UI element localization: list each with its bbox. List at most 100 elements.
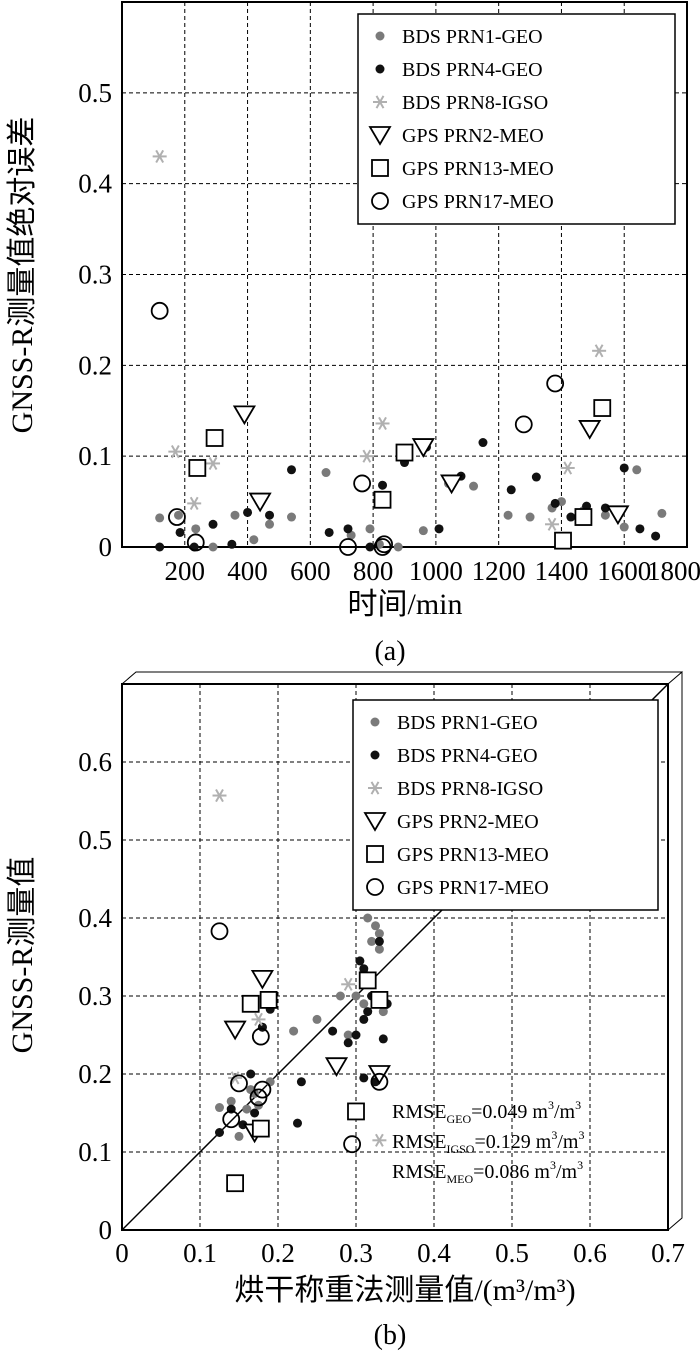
data-point [250, 1108, 260, 1118]
data-point [234, 1131, 244, 1141]
legend-label-bds8: BDS PRN8-IGSO [397, 778, 543, 800]
x-tick-label: 400 [227, 556, 268, 586]
b-x-tick-labels: 0 0.1 0.2 0.3 0.4 0.5 0.6 0.7 [115, 1238, 685, 1268]
data-point [175, 527, 185, 537]
data-point [232, 405, 256, 426]
x-tick-label: 0.3 [339, 1238, 373, 1268]
x-tick-label: 1200 [472, 556, 526, 586]
data-point [188, 459, 207, 477]
data-point [251, 1012, 266, 1026]
x-tick-label: 200 [165, 556, 206, 586]
legend-marker-gps2 [363, 812, 387, 832]
data-point [592, 344, 607, 358]
y-tick-label: 0 [99, 1215, 113, 1245]
data-point [150, 301, 169, 320]
data-point [215, 1128, 224, 1137]
legend-box [352, 699, 659, 911]
data-point [351, 991, 361, 1001]
x-tick-label: 0.2 [261, 1238, 295, 1268]
y-tick-label: 0.1 [78, 1137, 112, 1167]
legend-label-gps13: GPS PRN13-MEO [397, 844, 549, 866]
data-point [418, 526, 428, 536]
data-point [358, 971, 377, 990]
data-point [593, 399, 612, 417]
data-point [242, 1104, 252, 1114]
legend-label-gps17: GPS PRN17-MEO [402, 191, 554, 213]
data-point [335, 991, 345, 1001]
data-point [168, 508, 186, 526]
x-tick-label: 0.6 [573, 1238, 607, 1268]
data-point [168, 445, 183, 459]
data-point [370, 1072, 389, 1091]
data-point [632, 465, 642, 475]
data-point [478, 438, 488, 448]
data-point [600, 510, 610, 520]
y-tick-label: 0.2 [78, 1059, 112, 1089]
a-data-marks [150, 149, 667, 556]
data-point [374, 929, 384, 939]
data-point [359, 964, 369, 974]
data-point [353, 474, 372, 493]
data-point [155, 542, 165, 552]
data-point [343, 1030, 353, 1040]
data-point [560, 461, 575, 475]
data-point [210, 922, 229, 941]
data-point [249, 535, 259, 545]
data-point [226, 1174, 245, 1193]
data-point [578, 420, 602, 440]
x-tick-label: 1400 [534, 556, 588, 586]
data-point [531, 472, 541, 482]
y-tick-label: 0.1 [78, 441, 112, 471]
data-point [223, 1020, 247, 1041]
data-point [186, 533, 205, 552]
data-point [514, 415, 533, 434]
legend-label-gps13: GPS PRN13-MEO [402, 158, 554, 180]
data-point [212, 788, 227, 803]
data-point [359, 449, 374, 463]
x-tick-label: 0.7 [651, 1238, 685, 1268]
data-point [355, 956, 365, 966]
x-tick-label: 600 [290, 556, 331, 586]
data-point [312, 1014, 322, 1024]
y-tick-label: 0.4 [78, 169, 112, 199]
data-point [372, 1133, 387, 1147]
data-point [339, 538, 357, 556]
y-tick-label: 0.3 [78, 981, 112, 1011]
b-legend: BDS PRN1-GEO BDS PRN4-GEO BDS PRN8-IGSO GPS… [352, 699, 659, 911]
data-point [287, 512, 296, 522]
data-point [226, 1096, 236, 1106]
x-tick-label: 1800 [647, 556, 700, 586]
data-point [249, 1088, 268, 1107]
data-point [328, 1026, 338, 1036]
data-point [378, 1007, 388, 1017]
data-point [351, 1030, 361, 1040]
data-point [174, 510, 183, 520]
x-tick-label: 1000 [409, 556, 463, 586]
data-point [525, 512, 535, 522]
data-point [373, 538, 392, 556]
legend-marker-gps17 [366, 878, 384, 896]
a-legend: BDS PRN1-GEO BDS PRN4-GEO BDS PRN8-IGSO GPS… [357, 13, 676, 225]
legend-marker-bds8 [368, 781, 382, 795]
a-y-axis-label: GNSS-R测量值绝对误差 [6, 117, 39, 434]
x-tick-label: 0.4 [417, 1238, 451, 1268]
data-point [554, 531, 572, 550]
data-point [230, 510, 240, 520]
x-tick-label: 0 [115, 1238, 129, 1268]
legend-marker-gps17 [371, 192, 389, 210]
y-tick-label: 0.6 [78, 747, 112, 777]
x-tick-label: 1600 [597, 556, 651, 586]
data-point [363, 913, 373, 923]
y-tick-label: 0.5 [78, 78, 112, 108]
x-tick-label: 800 [353, 556, 394, 586]
data-point [434, 524, 444, 534]
data-point [359, 999, 369, 1009]
data-point [228, 1071, 243, 1085]
data-point [635, 524, 645, 534]
data-point [230, 1074, 248, 1093]
data-point [440, 474, 464, 495]
legend-marker-gps13 [371, 159, 389, 177]
legend-label-bds1: BDS PRN1-GEO [402, 26, 543, 48]
panel-b: 00.10.20.30.40.50.6 0 0.1 0.2 0.3 0.4 0.5 0.6 0… [6, 670, 685, 1351]
